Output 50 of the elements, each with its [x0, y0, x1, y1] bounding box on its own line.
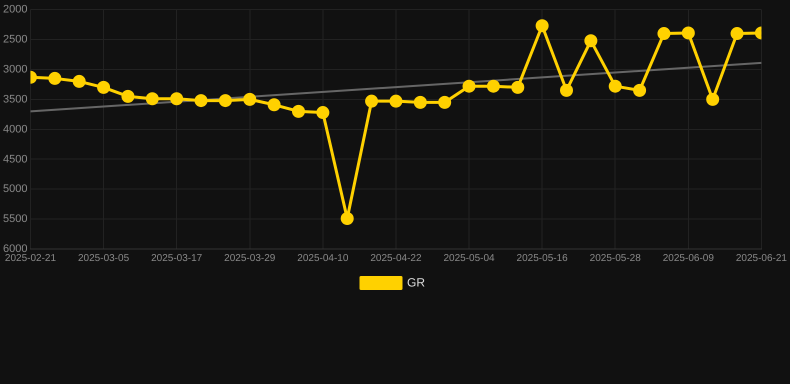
point — [511, 80, 524, 94]
y-tick-label: 2000 — [2, 4, 28, 16]
x-tick-label: 2025-06-09 — [662, 252, 714, 264]
point — [48, 72, 62, 85]
y-tick-label: 5000 — [2, 183, 28, 196]
point — [486, 80, 500, 93]
point — [682, 26, 695, 40]
point — [536, 19, 549, 32]
point — [316, 106, 330, 120]
point — [584, 34, 598, 48]
point — [268, 98, 281, 112]
x-tick-label: 2025-05-28 — [590, 252, 642, 264]
point — [170, 92, 184, 106]
y-tick-label: 2500 — [2, 34, 28, 46]
x-tick-label: 2025-06-21 — [736, 252, 788, 264]
x-tick-label: 2025-03-05 — [78, 252, 130, 264]
point — [438, 96, 452, 109]
point — [121, 90, 134, 103]
point — [706, 92, 720, 106]
y-tick-label: 3500 — [2, 93, 28, 106]
x-tick-label: 2025-05-16 — [516, 252, 568, 264]
y-tick-label: 3000 — [2, 63, 28, 76]
point — [292, 104, 305, 118]
point — [414, 96, 427, 109]
point — [560, 84, 574, 97]
point — [97, 80, 110, 94]
y-tick-label: 4500 — [2, 153, 28, 166]
point — [389, 94, 402, 108]
point — [657, 27, 670, 40]
point — [633, 84, 646, 97]
y-tick-label: 6000 — [2, 243, 28, 256]
point — [218, 94, 232, 108]
point — [243, 92, 256, 106]
point — [194, 94, 208, 108]
x-tick-label: 2025-05-04 — [443, 252, 496, 264]
point — [340, 212, 354, 225]
x-tick-label: 2025-02-21 — [4, 252, 56, 264]
x-tick-label: 2025-04-22 — [370, 252, 422, 264]
x-tick-label: 2025-04-10 — [297, 252, 349, 264]
point — [462, 80, 476, 93]
x-tick-label: 2025-03-17 — [151, 252, 203, 264]
legend-label: GR — [407, 275, 426, 290]
point — [608, 80, 622, 93]
y-tick-label: 5500 — [2, 213, 28, 226]
point — [146, 92, 159, 106]
point — [72, 74, 86, 88]
point — [365, 94, 378, 108]
x-tick-label: 2025-03-29 — [224, 252, 276, 264]
y-tick-label: 4000 — [2, 123, 28, 136]
point — [730, 27, 744, 40]
